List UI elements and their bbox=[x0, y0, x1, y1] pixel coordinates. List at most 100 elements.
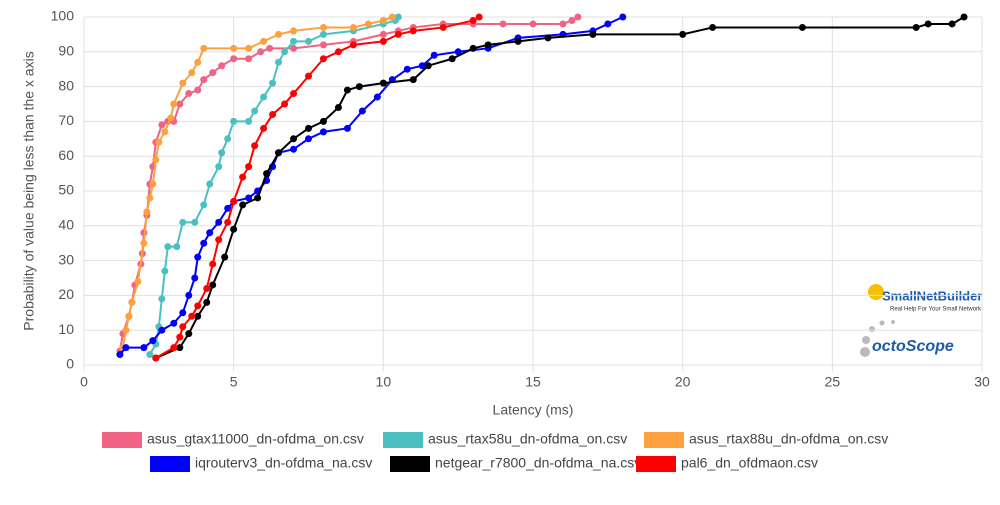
point bbox=[275, 30, 283, 38]
point bbox=[469, 44, 477, 52]
legend-label: iqrouterv3_dn-ofdma_na.csv bbox=[195, 455, 372, 471]
point bbox=[200, 44, 208, 52]
logo-icon bbox=[868, 284, 884, 300]
point bbox=[388, 13, 396, 21]
y-tick-label: 70 bbox=[58, 112, 74, 128]
point bbox=[179, 309, 187, 317]
point bbox=[275, 149, 283, 157]
point bbox=[209, 69, 217, 77]
point bbox=[343, 124, 351, 132]
point bbox=[194, 312, 202, 320]
point bbox=[188, 312, 196, 320]
point bbox=[203, 298, 211, 306]
point bbox=[224, 135, 232, 143]
point bbox=[185, 90, 193, 98]
x-tick-label: 5 bbox=[230, 374, 238, 390]
point bbox=[319, 41, 327, 49]
x-tick-label: 15 bbox=[525, 374, 541, 390]
point bbox=[140, 239, 148, 247]
logo-dot bbox=[879, 320, 885, 326]
point bbox=[146, 194, 154, 202]
y-tick-label: 10 bbox=[58, 321, 74, 337]
series-line bbox=[121, 16, 393, 348]
point bbox=[185, 330, 193, 338]
point bbox=[194, 86, 202, 94]
point bbox=[206, 180, 214, 188]
point bbox=[230, 225, 238, 233]
y-axis-title: Probability of value being less than the… bbox=[21, 51, 37, 330]
y-tick-label: 50 bbox=[58, 182, 74, 198]
point bbox=[149, 337, 157, 345]
point bbox=[194, 253, 202, 261]
point bbox=[170, 319, 178, 327]
point bbox=[185, 291, 193, 299]
point bbox=[290, 90, 298, 98]
series-line bbox=[148, 16, 400, 356]
point bbox=[290, 145, 298, 153]
point bbox=[409, 76, 417, 84]
point bbox=[230, 55, 238, 63]
point bbox=[209, 260, 217, 268]
point bbox=[269, 79, 277, 87]
point bbox=[499, 20, 507, 28]
point bbox=[170, 100, 178, 108]
point bbox=[116, 351, 124, 359]
point bbox=[349, 23, 357, 31]
logo-tagline: Real Help For Your Small Network bbox=[890, 307, 982, 313]
point bbox=[798, 23, 806, 31]
y-tick-label: 20 bbox=[58, 286, 74, 302]
logo-brand: SmallNetBuilder bbox=[882, 288, 982, 303]
legend-label: asus_rtax58u_dn-ofdma_on.csv bbox=[428, 431, 627, 447]
point bbox=[230, 44, 238, 52]
point bbox=[224, 218, 232, 226]
point bbox=[290, 44, 298, 52]
watermark: SmallNetBuilder Real Help For Your Small… bbox=[860, 284, 982, 357]
legend-swatch bbox=[644, 432, 684, 448]
y-tick-label: 0 bbox=[66, 356, 74, 372]
logo-partner: octoScope bbox=[872, 338, 954, 355]
legend-swatch bbox=[636, 456, 676, 472]
point bbox=[194, 58, 202, 66]
point bbox=[319, 128, 327, 136]
logo-dot bbox=[860, 347, 870, 357]
point bbox=[161, 267, 169, 275]
point bbox=[604, 20, 612, 28]
point bbox=[439, 23, 447, 31]
point bbox=[179, 323, 187, 331]
legend-label: pal6_dn_ofdmaon.csv bbox=[681, 455, 818, 471]
point bbox=[403, 65, 411, 73]
point bbox=[218, 62, 226, 70]
point bbox=[619, 13, 627, 21]
point bbox=[128, 298, 136, 306]
point bbox=[254, 194, 262, 202]
point bbox=[155, 138, 163, 146]
point bbox=[269, 110, 277, 118]
point bbox=[239, 173, 247, 181]
point bbox=[194, 302, 202, 310]
point bbox=[319, 117, 327, 125]
point bbox=[290, 27, 298, 35]
x-tick-label: 25 bbox=[825, 374, 841, 390]
point bbox=[122, 326, 130, 334]
point bbox=[912, 23, 920, 31]
point bbox=[245, 163, 253, 171]
point bbox=[203, 284, 211, 292]
point bbox=[574, 13, 582, 21]
point bbox=[343, 86, 351, 94]
y-tick-label: 80 bbox=[58, 77, 74, 93]
point bbox=[152, 156, 160, 164]
y-tick-label: 30 bbox=[58, 251, 74, 267]
point bbox=[200, 201, 208, 209]
y-tick-label: 40 bbox=[58, 217, 74, 233]
point bbox=[319, 55, 327, 63]
point bbox=[568, 16, 576, 24]
point bbox=[251, 107, 259, 115]
point bbox=[245, 194, 253, 202]
point bbox=[484, 41, 492, 49]
point bbox=[305, 72, 312, 80]
point bbox=[379, 79, 387, 87]
logo-dot bbox=[869, 326, 875, 332]
point bbox=[146, 351, 154, 359]
point bbox=[281, 48, 289, 56]
